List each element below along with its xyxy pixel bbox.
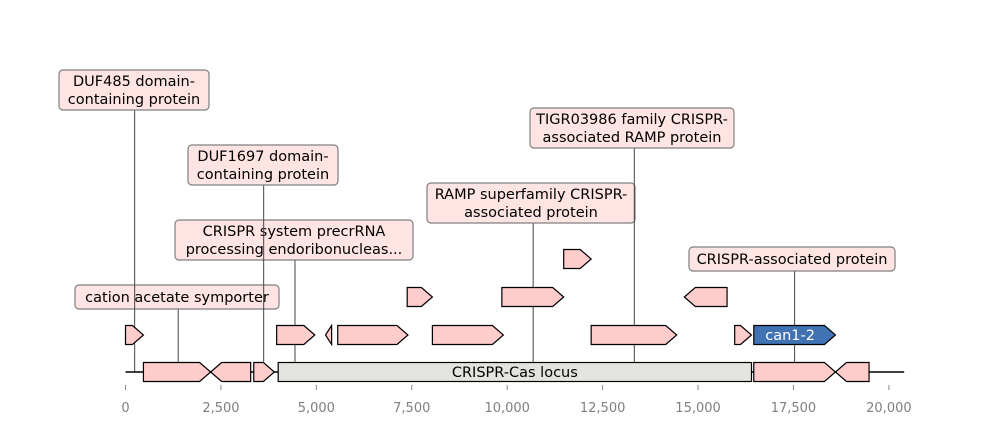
axis-tick-label: 0 <box>121 401 129 416</box>
features-layer: CRISPR-Cas locus can1-2 <box>124 248 870 383</box>
axis-tick-label: 12,500 <box>580 401 626 416</box>
feature-annotation: RAMP superfamily CRISPR-associated prote… <box>426 182 636 372</box>
gene-arrow <box>209 361 252 383</box>
annotation-label-text: processing endoribonucleas... <box>186 242 403 258</box>
annotation-label-text: containing protein <box>197 167 329 183</box>
crispr-cas-locus: CRISPR-Cas locus <box>277 361 753 383</box>
axis-tick-label: 17,500 <box>771 401 817 416</box>
gene-arrow <box>124 324 145 346</box>
gene-label: can1-2 <box>765 328 815 344</box>
axis-tick-label: 2,500 <box>202 401 239 416</box>
feature-annotation: CRISPR-associated protein <box>688 246 896 372</box>
annotation-label-text: CRISPR system precrRNA <box>203 224 386 240</box>
locus-label: CRISPR-Cas locus <box>452 365 578 381</box>
gene-arrow <box>276 324 316 346</box>
gene-arrow <box>683 286 728 308</box>
annotation-label-box <box>174 219 414 261</box>
gene-arrow <box>142 361 212 383</box>
gene-arrow <box>563 248 593 270</box>
annotation-label-text: DUF1697 domain- <box>197 149 328 165</box>
gene-arrow <box>590 324 678 346</box>
gene-arrow <box>834 361 870 383</box>
position-axis: 0 2,500 5,000 7,500 10,000 12,500 15,000 17,500… <box>121 385 912 416</box>
locus-box <box>277 361 753 383</box>
gene-arrow <box>753 361 837 383</box>
annotation-label-text: associated protein <box>464 205 598 221</box>
axis-tick-label: 15,000 <box>675 401 721 416</box>
gene-arrow <box>501 286 565 308</box>
axis-tick-label: 20,000 <box>866 401 912 416</box>
axis-tick-label: 10,000 <box>484 401 530 416</box>
annotation-label-text: containing protein <box>68 92 200 108</box>
annotation-label-box <box>426 182 636 224</box>
gene-arrow <box>337 324 409 346</box>
axis-tick-label: 7,500 <box>393 401 430 416</box>
annotation-label-text: associated RAMP protein <box>543 130 722 146</box>
gene-arrow <box>406 286 434 308</box>
gene-arrow <box>324 323 333 347</box>
gene-arrow <box>734 324 753 346</box>
feature-annotation: cation acetate symporter <box>74 284 280 372</box>
annotation-label-box <box>529 107 735 149</box>
feature-annotation: CRISPR system precrRNA processing endorib… <box>174 219 414 372</box>
annotation-label-box <box>58 69 210 111</box>
annotation-label-box <box>187 144 339 186</box>
feature-annotation: DUF1697 domain-containing protein <box>187 144 339 372</box>
annotation-label-box <box>74 284 280 310</box>
annotation-label-text: TIGR03986 family CRISPR- <box>535 112 728 128</box>
highlighted-gene-arrow <box>753 324 837 346</box>
gene-arrow <box>253 361 276 383</box>
feature-annotation: DUF485 domain-containing protein <box>58 69 210 372</box>
annotation-label-box <box>688 246 896 272</box>
axis-tick-label: 5,000 <box>298 401 335 416</box>
gene-arrow <box>431 324 505 346</box>
feature-annotation: TIGR03986 family CRISPR-associated RAMP … <box>529 107 735 372</box>
annotation-label-text: cation acetate symporter <box>85 290 269 306</box>
annotation-label-text: CRISPR-associated protein <box>697 252 888 268</box>
annotation-label-text: DUF485 domain- <box>73 74 195 90</box>
annotation-label-text: RAMP superfamily CRISPR- <box>435 187 628 203</box>
